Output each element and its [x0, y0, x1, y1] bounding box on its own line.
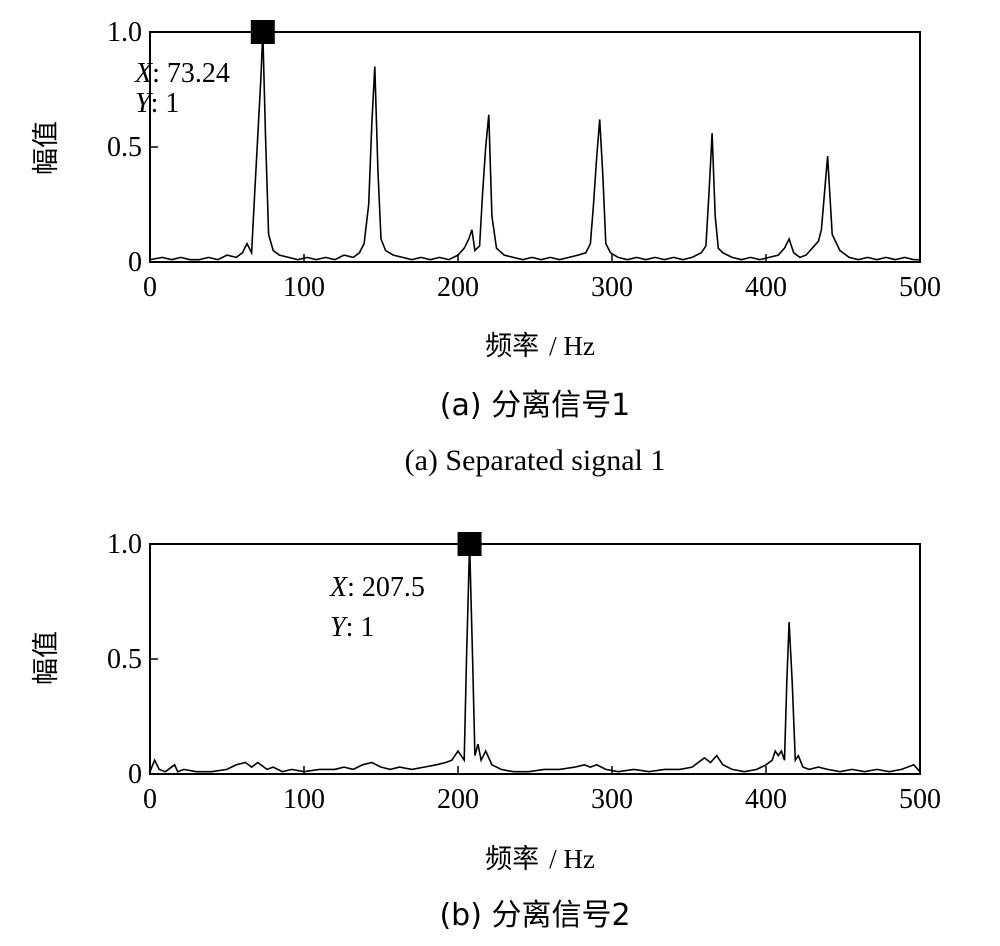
- caption-cn: (a) 分离信号1: [440, 388, 630, 423]
- x-axis-label-text: 频率: [485, 844, 539, 875]
- x-axis-label: 频率 / Hz: [485, 331, 595, 362]
- x-tick-label: 300: [591, 784, 633, 815]
- x-tick-label: 100: [283, 272, 325, 303]
- datatip-x-value: : 207.5: [347, 572, 425, 603]
- caption-en: (a) Separated signal 1: [405, 444, 666, 477]
- datatip-marker[interactable]: [250, 20, 275, 44]
- datatip-x-value: : 73.24: [152, 58, 230, 89]
- x-tick-label: 100: [283, 784, 325, 815]
- y-tick-label: 1.0: [107, 17, 142, 48]
- datatip-x-label: X: [134, 58, 153, 89]
- caption-cn: (b) 分离信号2: [439, 898, 630, 933]
- series-line: [149, 31, 920, 261]
- datatip-x: X: 207.5: [329, 572, 425, 603]
- datatip-y-label: Y: [330, 612, 349, 643]
- y-tick-labels: 0 0.5 1.0: [107, 529, 158, 790]
- datatip-marker[interactable]: [457, 532, 482, 556]
- x-tick-label: 400: [745, 784, 787, 815]
- x-axis-label: 频率 / Hz: [485, 844, 595, 875]
- x-tick-label: 0: [143, 272, 157, 303]
- y-tick-label: 0: [128, 247, 142, 278]
- datatip-y-value: : 1: [346, 612, 375, 643]
- series-line: [149, 543, 921, 773]
- x-tick-label: 500: [899, 272, 941, 303]
- datatip-y: Y: 1: [135, 88, 179, 119]
- plot-frame: [149, 543, 921, 775]
- x-tick-labels: 0 100 200 300 400 500: [143, 254, 941, 303]
- datatip-x-label: X: [329, 572, 348, 603]
- x-tick-labels: 0 100 200 300 400 500: [143, 766, 941, 815]
- chart-b: 0 0.5 1.0 0 100 200 300 400 500 X: 207.5 Y: 1 幅…: [31, 529, 941, 933]
- x-tick-label: 300: [591, 272, 633, 303]
- x-axis-label-text: 频率: [485, 331, 539, 362]
- datatip-y: Y: 1: [330, 612, 374, 643]
- y-tick-label: 0.5: [107, 132, 142, 163]
- x-axis-label-unit: / Hz: [549, 331, 595, 361]
- y-tick-label: 1.0: [107, 529, 142, 560]
- x-tick-label: 0: [143, 784, 157, 815]
- y-tick-label: 0.5: [107, 644, 142, 675]
- x-tick-label: 200: [437, 272, 479, 303]
- datatip-y-value: : 1: [151, 88, 180, 119]
- y-tick-labels: 0 0.5 1.0: [107, 17, 158, 278]
- x-axis-label-unit: / Hz: [549, 844, 595, 874]
- y-axis-label: 幅值: [31, 121, 62, 175]
- chart-a: 0 0.5 1.0 0 100 200 300 400 500 X: 73.24 Y: 1 幅…: [31, 17, 941, 477]
- y-tick-label: 0: [128, 759, 142, 790]
- datatip-x: X: 73.24: [134, 58, 230, 89]
- x-tick-label: 200: [437, 784, 479, 815]
- x-tick-label: 400: [745, 272, 787, 303]
- datatip-y-label: Y: [135, 88, 154, 119]
- x-tick-label: 500: [899, 784, 941, 815]
- y-axis-label: 幅值: [31, 631, 62, 685]
